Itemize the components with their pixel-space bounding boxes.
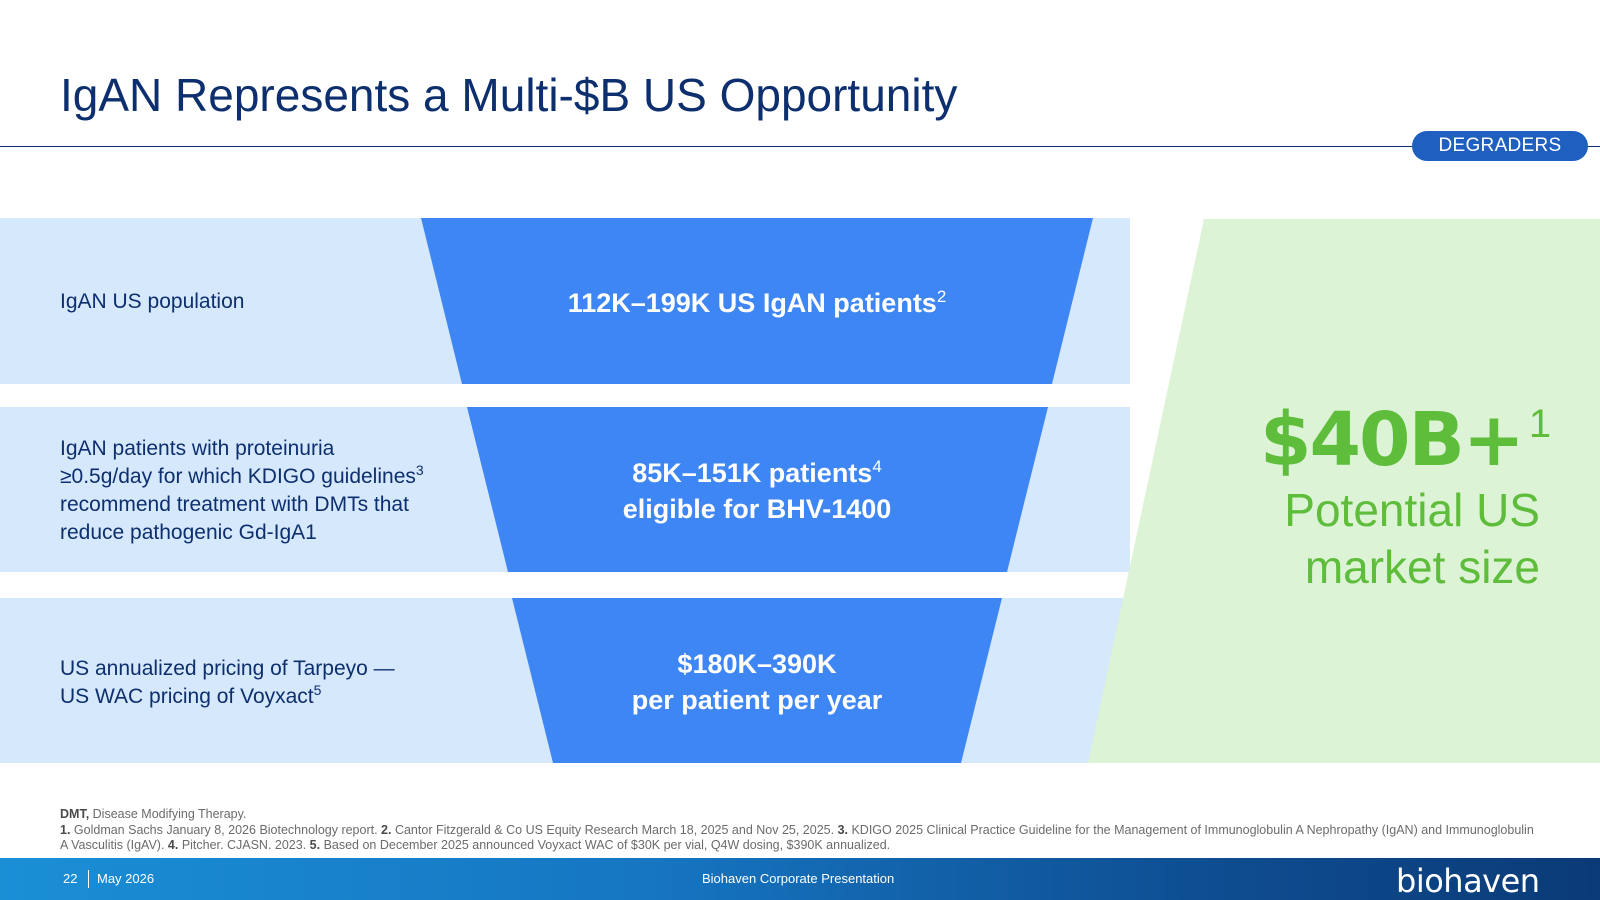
funnel-text-2: 85K–151K patients4 eligible for BHV-1400 bbox=[557, 455, 957, 527]
presentation-name: Biohaven Corporate Presentation bbox=[702, 871, 895, 886]
page-number: 22 bbox=[63, 871, 78, 886]
footer-divider bbox=[88, 870, 89, 888]
row-label-3-line-1: US annualized pricing of Tarpeyo — bbox=[60, 657, 395, 680]
footnote-ref-1: 1 bbox=[1528, 402, 1551, 446]
market-size-panel bbox=[1088, 219, 1600, 763]
footnote-ref-3: 3 bbox=[415, 462, 424, 478]
funnel-text-3: $180K–390K per patient per year bbox=[557, 646, 957, 718]
market-size-number: $40B+ bbox=[1260, 397, 1525, 483]
row-label-2-line-4: reduce pathogenic Gd-IgA1 bbox=[60, 521, 317, 544]
pricing-unit: per patient per year bbox=[631, 685, 883, 715]
footnotes: DMT, Disease Modifying Therapy. 1. Goldm… bbox=[60, 807, 1540, 854]
page-title: IgAN Represents a Multi-$B US Opportunit… bbox=[60, 69, 958, 121]
funnel-segment-1 bbox=[421, 218, 1093, 384]
footnote-abbreviation: DMT, Disease Modifying Therapy. bbox=[60, 807, 247, 821]
funnel-text-1: 112K–199K US IgAN patients2 bbox=[557, 285, 957, 321]
row-label-3-line-2: US WAC pricing of Voyxact5 bbox=[60, 682, 322, 708]
title-divider bbox=[0, 146, 1600, 147]
row-label-2-line-1: IgAN patients with proteinuria bbox=[60, 437, 335, 460]
presentation-date: May 2026 bbox=[97, 871, 155, 886]
biohaven-logo: biohaven bbox=[1396, 862, 1540, 900]
market-size-caption-line-2: market size bbox=[1304, 541, 1540, 593]
footnote-ref-2: 2 bbox=[936, 287, 947, 306]
pricing-range: $180K–390K bbox=[677, 649, 837, 679]
funnel-segment-3 bbox=[512, 598, 1002, 763]
footnote-references: 1. Goldman Sachs January 8, 2026 Biotech… bbox=[60, 822, 1534, 853]
market-size-value: $40B+ 1 bbox=[1260, 397, 1551, 483]
market-size-caption: Potential US market size bbox=[1240, 482, 1540, 596]
eligible-patients: 85K–151K patients bbox=[632, 458, 873, 488]
market-size-caption-line-1: Potential US bbox=[1284, 484, 1540, 536]
row-label-2: IgAN patients with proteinuria ≥0.5g/day… bbox=[60, 435, 480, 547]
row-label-2-line-2: ≥0.5g/day for which KDIGO guidelines3 bbox=[60, 462, 424, 488]
footer-bar: 22 May 2026 Biohaven Corporate Presentat… bbox=[0, 858, 1600, 900]
funnel-segment-2 bbox=[467, 407, 1048, 572]
us-igan-patients: 112K–199K US IgAN patients bbox=[567, 288, 937, 318]
footnote-ref-5: 5 bbox=[313, 682, 322, 698]
section-badge: DEGRADERS bbox=[1412, 131, 1588, 161]
row-label-3: US annualized pricing of Tarpeyo — US WA… bbox=[60, 655, 480, 711]
row-label-2-line-3: recommend treatment with DMTs that bbox=[60, 493, 409, 516]
row-label-1: IgAN US population bbox=[60, 288, 480, 316]
eligible-patients-line-2: eligible for BHV-1400 bbox=[622, 494, 892, 524]
row-label-1-text: IgAN US population bbox=[60, 290, 245, 313]
footnote-ref-4: 4 bbox=[872, 457, 882, 476]
